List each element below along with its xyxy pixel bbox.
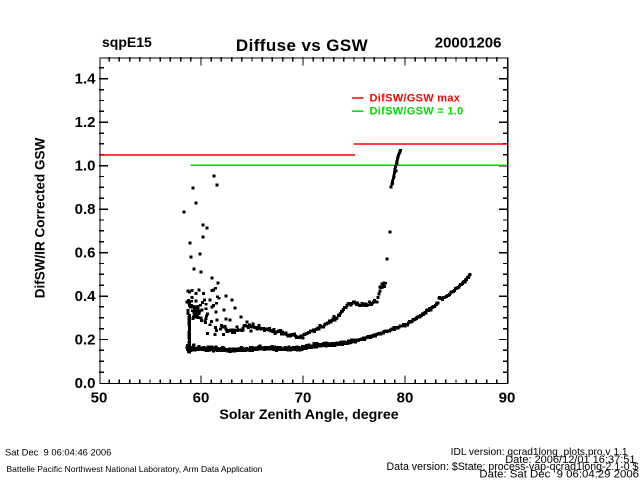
svg-text:1.4: 1.4 [75,71,97,88]
svg-text:DifSW/GSW = 1.0: DifSW/GSW = 1.0 [370,106,464,118]
svg-text:Sat Dec 9 06:04:46 2006: Sat Dec 9 06:04:46 2006 [5,446,111,457]
svg-text:60: 60 [193,390,210,407]
svg-text:1.2: 1.2 [75,114,96,131]
svg-text:1.0: 1.0 [75,158,96,175]
svg-text:70: 70 [295,390,312,407]
svg-text:Diffuse vs GSW: Diffuse vs GSW [236,36,369,55]
svg-text:0.6: 0.6 [75,244,96,261]
svg-text:0.2: 0.2 [75,331,96,348]
svg-text:50: 50 [91,390,108,407]
svg-text:Battelle Pacific Northwest Nat: Battelle Pacific Northwest National Labo… [7,464,263,474]
svg-text:0.8: 0.8 [75,201,96,218]
svg-text:90: 90 [499,390,516,407]
svg-text:Date: Sat Dec 9 06:04:29 2006: Date: Sat Dec 9 06:04:29 2006 [479,469,639,480]
svg-text:0.0: 0.0 [75,375,96,392]
svg-text:0.4: 0.4 [75,288,97,305]
svg-text:Date: 2006/12/01 16:37:51: Date: 2006/12/01 16:37:51 [505,454,635,466]
svg-text:sqpE15: sqpE15 [102,34,152,50]
svg-text:20001206: 20001206 [435,35,502,52]
svg-text:Solar Zenith Angle, degree: Solar Zenith Angle, degree [219,407,398,423]
svg-text:80: 80 [397,390,414,407]
svg-text:IDL version: qcrad1long_plots.: IDL version: qcrad1long_plots.pro,v 1.1 [451,447,628,458]
svg-text:DifSW/IR Corrected GSW: DifSW/IR Corrected GSW [33,137,48,298]
svg-text:DifSW/GSW max: DifSW/GSW max [370,93,461,105]
svg-text:Data version: $State: process-: Data version: $State: process-vap-qcrad1… [386,461,638,473]
